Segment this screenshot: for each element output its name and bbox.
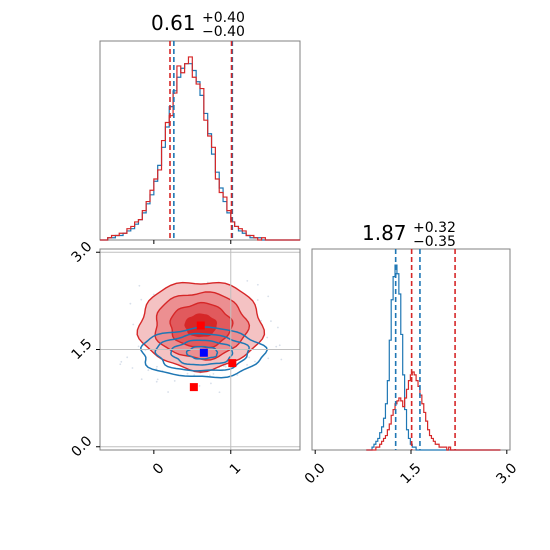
joint-scatter-point	[276, 326, 279, 329]
joint-scatter-point	[254, 360, 256, 363]
joint-marker-2	[228, 359, 237, 368]
joint-scatter-point	[138, 284, 141, 287]
joint-scatter-point	[256, 283, 259, 286]
joint-scatter-point	[246, 363, 248, 366]
joint-scatter-point	[210, 382, 212, 385]
joint-scatter-point	[267, 295, 270, 298]
marginal-param-1-title-value: 0.61	[151, 11, 196, 35]
joint-y-tick-label-0: 0.0	[68, 433, 95, 460]
joint-contours	[136, 281, 268, 379]
marginal-param-2-title-value: 1.87	[362, 221, 407, 245]
joint-scatter-point	[223, 365, 225, 368]
joint-contour-blue-level-3	[185, 345, 219, 360]
joint-scatter-point	[218, 391, 221, 394]
joint-scatter-point	[236, 374, 239, 376]
joint-scatter-point	[156, 378, 159, 381]
joint-scatter-point	[119, 363, 122, 366]
joint-scatter-point	[266, 336, 269, 339]
marginal-param-1-frame	[99, 40, 301, 241]
joint-y-tick-label-1: 1.5	[68, 336, 95, 363]
joint-marker-3	[189, 383, 198, 392]
marginal-param-1-hist-series-0	[100, 63, 300, 241]
joint-scatter-point	[132, 323, 135, 326]
joint-scatter-point	[140, 378, 143, 381]
joint-scatter-point	[267, 357, 270, 360]
joint-scatter-point	[270, 320, 272, 322]
marginal-param-1-hist-series-1	[100, 56, 300, 241]
joint-scatter-point	[140, 298, 143, 301]
joint-scatter-point	[278, 344, 281, 347]
joint-x-tick-label-0: 0	[150, 460, 168, 478]
marginal-param-1-title-upper-error: +0.40	[202, 10, 245, 26]
joint-contour-blue-level-0	[140, 326, 268, 379]
joint-scatter-point	[224, 365, 227, 368]
joint-scatter-point	[155, 380, 158, 383]
joint-scatter-point	[280, 358, 283, 361]
joint-scatter-point	[147, 369, 150, 372]
marginal-param-2-x-tick-label-1: 1.5	[398, 460, 425, 487]
joint-contour-blue-level-2	[170, 339, 234, 366]
marginal-param-2-title-lower-error: −0.35	[413, 234, 456, 250]
joint-scatter-point	[126, 356, 129, 359]
joint-scatter-point	[152, 293, 155, 296]
marginal-param-2-title-upper-error: +0.32	[413, 220, 456, 236]
marginal-param-2-quantile-lines	[394, 249, 456, 450]
joint-scatter-point	[275, 345, 278, 348]
marginal-param-2-histograms	[366, 264, 501, 451]
joint-scatter-point	[198, 384, 201, 387]
joint-scatter-point	[167, 391, 169, 393]
joint-scatter-point	[186, 372, 189, 375]
marginal-param-1-title-lower-error: −0.40	[202, 24, 245, 40]
joint-scatter-point	[246, 279, 249, 282]
marginal-param-1-histograms	[100, 56, 300, 241]
joint-y-tick-label-2: 3.0	[68, 239, 95, 266]
joint-markers	[189, 321, 237, 392]
joint-scatter-point	[212, 373, 215, 375]
joint-scatter-point	[208, 374, 211, 377]
joint-scatter-point	[260, 319, 263, 322]
joint-scatter-point	[120, 360, 123, 363]
joint-contour-blue-level-1	[154, 332, 250, 372]
joint-scatter-point	[248, 356, 251, 359]
marginal-param-2-x-tick-label-0: 0.0	[302, 460, 329, 487]
marginal-param-2-hist-series-0	[366, 264, 501, 451]
joint-marker-0	[199, 348, 208, 357]
marginal-param-1-panel: 0.61 +0.40 −0.40	[99, 10, 301, 244]
joint-scatter-point	[256, 299, 259, 301]
joint-scatter-point	[137, 345, 140, 348]
joint-scatter-point	[131, 367, 134, 369]
joint-marker-1	[196, 321, 205, 330]
marginal-param-1-quantile-lines	[169, 41, 234, 240]
joint-x-tick-label-1: 1	[227, 460, 245, 478]
marginal-param-1-x-ticks	[153, 240, 232, 244]
joint-scatter-point	[173, 379, 176, 382]
joint-y-ticks: 0.0 1.5 3.0	[68, 239, 100, 460]
joint-scatter-point	[156, 365, 158, 368]
marginal-param-2-x-tick-label-2: 3.0	[493, 460, 520, 487]
marginal-param-2-hist-series-1	[366, 371, 501, 451]
joint-scatter-point	[129, 302, 132, 305]
marginal-param-2-x-ticks: 0.0 1.5 3.0	[302, 450, 520, 487]
marginal-param-2-panel: 0.0 1.5 3.0 1.87 +0.32 −0.35	[302, 220, 521, 487]
